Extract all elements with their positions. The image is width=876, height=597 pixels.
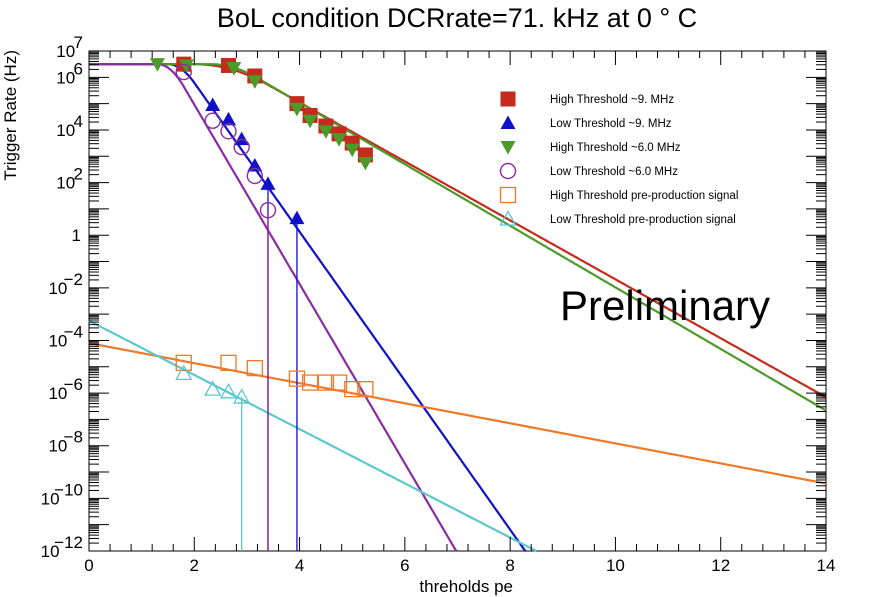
legend-marker xyxy=(500,115,516,129)
data-point xyxy=(178,59,194,73)
legend-label: High Threshold ~6.0 MHz xyxy=(550,142,681,154)
legend-marker xyxy=(499,162,517,180)
y-tick-label: 10 xyxy=(56,42,75,61)
data-point xyxy=(344,143,360,158)
legend-marker xyxy=(499,186,517,204)
y-tick-label: 10 xyxy=(48,384,67,403)
y-tick-label: 1 xyxy=(72,226,81,245)
y-tick-label: 10 xyxy=(48,331,67,350)
fit-curve xyxy=(89,63,827,399)
y-tick-exponent: 7 xyxy=(74,33,83,52)
data-point xyxy=(260,176,276,190)
data-point xyxy=(175,63,192,81)
x-tick-label: 6 xyxy=(400,556,409,575)
y-tick-exponent: 6 xyxy=(74,59,83,78)
x-tick-label: 2 xyxy=(190,556,199,575)
data-markers xyxy=(149,56,374,404)
y-tick-label: 10 xyxy=(56,68,75,87)
legend-label: Low Threshold ~9. MHz xyxy=(550,118,672,130)
x-tick-label: 4 xyxy=(295,556,304,575)
x-tick-label: 8 xyxy=(505,556,514,575)
data-point xyxy=(247,157,263,172)
legend-marker xyxy=(499,210,517,226)
fit-curve xyxy=(89,63,827,412)
data-point xyxy=(246,167,264,185)
data-point xyxy=(234,131,250,146)
y-tick-label: 10 xyxy=(56,121,75,140)
data-point xyxy=(219,382,238,399)
fit-curve xyxy=(88,319,537,553)
data-point xyxy=(344,381,361,398)
data-point xyxy=(318,125,334,139)
error-bars xyxy=(241,183,298,551)
legend-marker xyxy=(500,91,516,107)
data-point xyxy=(233,388,251,404)
plot-area xyxy=(88,50,827,553)
y-axis-label: Trigger Rate (Hz) xyxy=(1,50,20,181)
y-tick-label: 10 xyxy=(41,542,60,561)
preliminary-annotation: Preliminary xyxy=(560,282,770,329)
legend-label: Low Threshold ~6.0 MHz xyxy=(550,166,678,178)
y-tick-label: 10 xyxy=(48,279,67,298)
data-point xyxy=(205,97,221,111)
data-point xyxy=(175,364,193,381)
legend-label: Low Threshold pre-production signal xyxy=(550,214,736,226)
y-tick-label: 10 xyxy=(56,174,75,193)
data-point xyxy=(246,359,263,377)
data-point xyxy=(289,210,305,225)
data-point xyxy=(259,202,277,219)
fit-curve xyxy=(89,63,458,552)
data-point xyxy=(175,354,192,371)
data-point xyxy=(317,374,335,391)
x-tick-label: 0 xyxy=(84,556,93,575)
data-point xyxy=(289,102,305,117)
data-point xyxy=(301,374,319,391)
data-point xyxy=(226,62,242,76)
y-tick-exponent: 4 xyxy=(74,112,83,131)
data-point xyxy=(220,123,237,140)
data-point xyxy=(247,75,263,89)
data-point xyxy=(331,133,347,147)
y-tick-exponent: 2 xyxy=(74,165,83,184)
y-tick-exponent: −12 xyxy=(54,533,83,552)
x-axis: 0 2 4 6 8 10 12 14 xyxy=(84,51,835,575)
data-point xyxy=(204,112,221,129)
legend-label: High Threshold ~9. MHz xyxy=(550,94,674,106)
data-point xyxy=(288,370,306,387)
x-tick-label: 14 xyxy=(817,556,836,575)
y-tick-exponent: −6 xyxy=(64,375,83,394)
data-point xyxy=(149,58,165,72)
chart-title: BoL condition DCRrate=71. kHz at 0 ° C xyxy=(217,3,697,33)
data-point xyxy=(330,374,348,391)
y-tick-exponent: −10 xyxy=(54,480,83,499)
legend-marker xyxy=(500,141,516,155)
data-point xyxy=(233,138,250,156)
legend-label: High Threshold pre-production signal xyxy=(550,190,738,202)
data-point xyxy=(357,156,373,171)
y-tick-label: 10 xyxy=(41,489,60,508)
fit-curves xyxy=(88,63,827,553)
data-point xyxy=(204,380,222,396)
y-tick-exponent: −2 xyxy=(64,270,83,289)
y-tick-exponent: −8 xyxy=(64,428,83,447)
data-point xyxy=(357,381,374,398)
x-axis-label: threholds pe xyxy=(419,577,513,596)
x-tick-label: 10 xyxy=(606,556,625,575)
legend: High Threshold ~9. MHz Low Threshold ~9. … xyxy=(499,91,738,226)
plot-frame xyxy=(88,50,827,552)
x-tick-label: 12 xyxy=(711,556,730,575)
data-point xyxy=(221,111,237,126)
y-tick-label: 10 xyxy=(48,437,67,456)
y-tick-exponent: −4 xyxy=(64,322,83,341)
data-point xyxy=(220,354,237,371)
data-point xyxy=(302,114,318,129)
fit-curve xyxy=(88,342,827,485)
